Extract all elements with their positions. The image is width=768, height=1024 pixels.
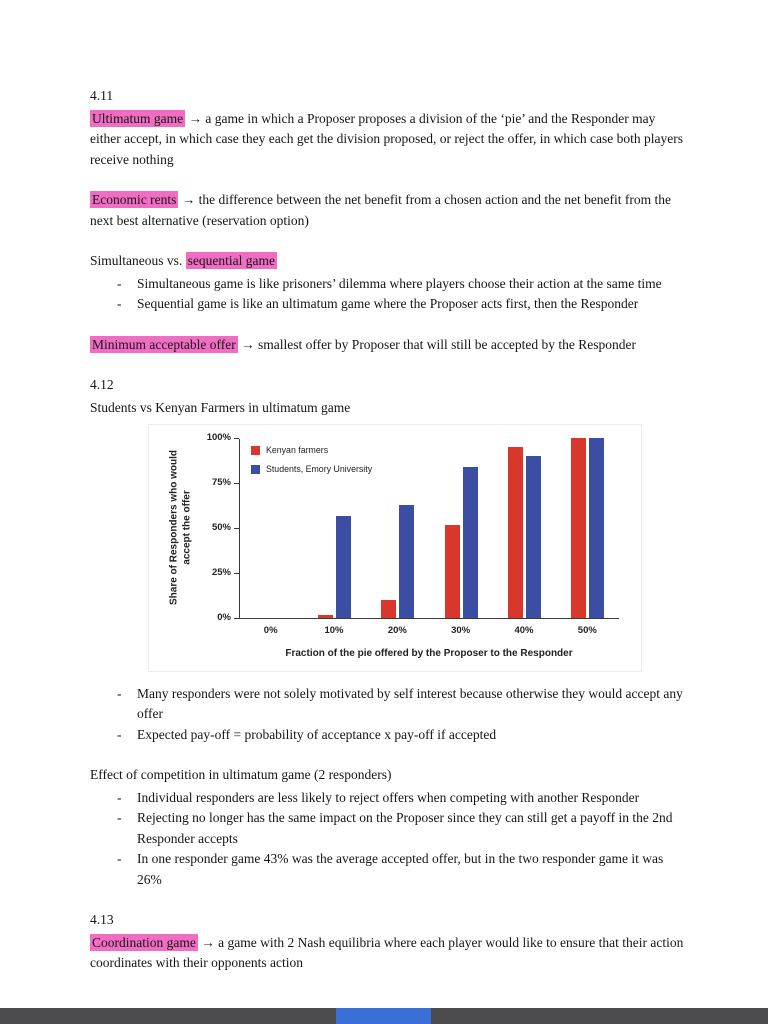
plot-region: Share of Responders who would accept the… [169, 432, 619, 623]
highlighted-term: Coordination game [90, 933, 198, 951]
list-item: - Sequential game is like an ultimatum ga… [90, 294, 684, 315]
y-axis-label: Share of Responders who would accept the… [168, 450, 193, 606]
y-tick-mark [234, 437, 239, 440]
bullet-list: - Simultaneous game is like prisoners’ di… [90, 274, 684, 315]
x-tick-label: 20% [387, 625, 407, 637]
legend-item: Kenyan farmers [251, 444, 372, 457]
list-item: - Many responders were not solely motivat… [90, 684, 684, 725]
bar-group [430, 467, 493, 619]
text-run: → the difference between the net benefit… [90, 192, 672, 228]
bar [381, 600, 397, 619]
bar [444, 524, 460, 619]
highlighted-term: Ultimatum game [90, 109, 186, 127]
x-tick-label: 50% [577, 625, 597, 637]
y-tick-mark [234, 617, 239, 620]
legend-label: Students, Emory University [266, 463, 373, 474]
list-item-text: Rejecting no longer has the same impact … [137, 810, 673, 846]
bullet-list: - Individual responders are less likely t… [90, 788, 684, 891]
bar [588, 438, 604, 619]
bar [570, 438, 586, 619]
legend-item: Students, Emory University [251, 463, 372, 476]
document-page: 4.11 Ultimatum game → a game in which a P… [90, 88, 684, 974]
bar-group [303, 515, 366, 619]
list-item: - Individual responders are less likely t… [90, 788, 684, 809]
y-tick-label: 75% [211, 476, 231, 488]
paragraph: Effect of competition in ultimatum game … [90, 765, 684, 786]
bar [525, 456, 541, 619]
list-item-text: Simultaneous game is like prisoners’ dil… [137, 275, 662, 291]
legend-swatch [251, 464, 260, 474]
legend-swatch [251, 446, 260, 456]
y-tick-label: 25% [211, 566, 231, 578]
y-tick-mark [234, 482, 239, 485]
bar [318, 614, 334, 619]
bar-chart: Share of Responders who would accept the… [148, 424, 642, 672]
paragraph: Coordination game → a game with 2 Nash e… [90, 933, 684, 974]
section-heading: 4.13 [90, 912, 114, 928]
y-tick-label: 0% [217, 611, 231, 623]
paragraph: Minimum acceptable offer → smallest offe… [90, 335, 684, 356]
bar-group [556, 438, 619, 619]
list-item: - In one responder game 43% was the avera… [90, 849, 684, 890]
x-axis-ticks: 0% 10% 20% 30% 40% 50% [239, 624, 619, 638]
text-run: Effect of competition in ultimatum game … [90, 767, 392, 783]
list-item: - Simultaneous game is like prisoners’ di… [90, 274, 684, 295]
paragraph: Ultimatum game → a game in which a Propo… [90, 109, 684, 171]
list-item: - Expected pay-off = probability of accep… [90, 725, 684, 746]
legend-label: Kenyan farmers [266, 445, 329, 456]
text-run: Simultaneous vs. [90, 253, 186, 269]
x-tick-label: 40% [514, 625, 534, 637]
bar-group [493, 447, 556, 619]
highlighted-term: Minimum acceptable offer [90, 335, 238, 353]
paragraph: Economic rents → the difference between … [90, 190, 684, 231]
bullet-dash: - [117, 789, 122, 805]
text-run: → a game with 2 Nash equilibria where ea… [90, 934, 684, 971]
section-heading: 4.12 [90, 377, 114, 393]
y-tick-label: 100% [206, 431, 231, 443]
paragraph: Students vs Kenyan Farmers in ultimatum … [90, 398, 684, 419]
bullet-list: - Many responders were not solely motivat… [90, 684, 684, 746]
bar-group [366, 504, 429, 619]
viewer-footer-accent [336, 1008, 431, 1024]
y-tick-mark [234, 527, 239, 530]
y-tick-mark [234, 572, 239, 575]
bullet-dash: - [117, 275, 122, 291]
text-run: → smallest offer by Proposer that will s… [237, 336, 636, 352]
highlighted-term: sequential game [185, 252, 277, 270]
x-tick-label: 0% [263, 625, 278, 637]
bullet-dash: - [117, 851, 122, 867]
list-item: - Rejecting no longer has the same impact… [90, 808, 684, 849]
bar [336, 515, 352, 619]
x-tick-label: 10% [324, 625, 344, 637]
list-item-text: In one responder game 43% was the averag… [137, 851, 664, 887]
list-item-text: Sequential game is like an ultimatum gam… [137, 296, 639, 312]
bullet-dash: - [117, 685, 122, 701]
x-axis-title: Fraction of the pie offered by the Propo… [285, 647, 573, 659]
y-tick-label: 50% [211, 521, 231, 533]
list-item-text: Many responders were not solely motivate… [137, 685, 683, 722]
text-run: Students vs Kenyan Farmers in ultimatum … [90, 399, 351, 415]
highlighted-term: Economic rents [90, 191, 179, 209]
bullet-dash: - [117, 296, 122, 312]
x-tick-label: 30% [451, 625, 471, 637]
viewer-footer-bar [0, 1008, 768, 1024]
bullet-dash: - [117, 810, 122, 826]
section-heading: 4.11 [90, 88, 114, 103]
plot-area [239, 438, 619, 620]
list-item-text: Expected pay-off = probability of accept… [137, 726, 497, 742]
bar [399, 504, 415, 619]
chart-legend: Kenyan farmers Students, Emory University [251, 444, 372, 476]
paragraph: Simultaneous vs. sequential game [90, 251, 684, 272]
text-run: → a game in which a Proposer proposes a … [90, 110, 683, 167]
bar [462, 467, 478, 619]
list-item-text: Individual responders are less likely to… [137, 789, 640, 805]
bar [507, 447, 523, 619]
bullet-dash: - [117, 726, 122, 742]
